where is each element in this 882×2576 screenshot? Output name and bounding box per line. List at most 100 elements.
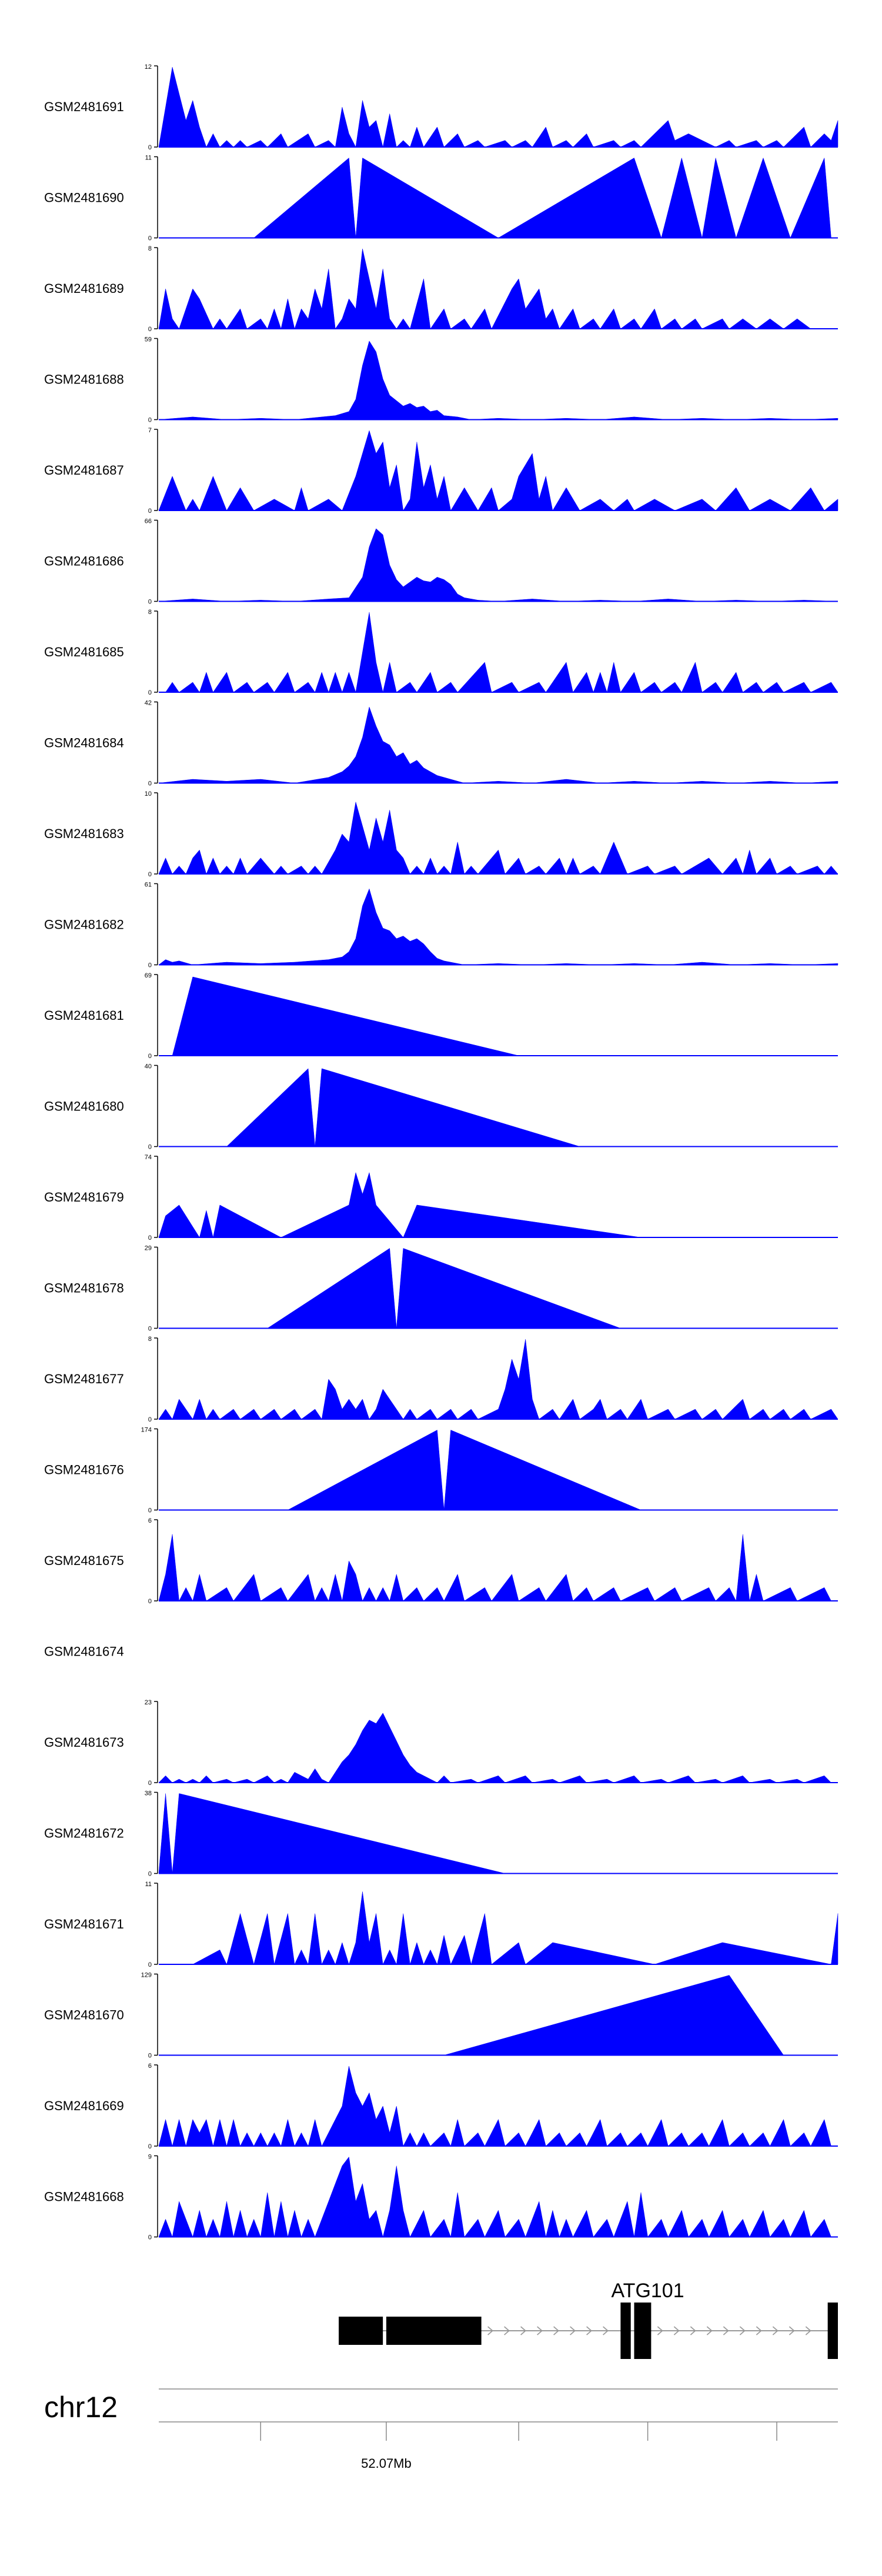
gene-track: ATG101 xyxy=(339,2280,838,2359)
track-GSM2481684: GSM2481684 42 0 xyxy=(44,700,838,788)
track-GSM2481671: GSM2481671 11 0 xyxy=(44,1881,838,1968)
track-GSM2481679: GSM2481679 74 0 xyxy=(44,1154,838,1242)
y-tick-label-zero: 0 xyxy=(148,1234,152,1242)
track-label: GSM2481690 xyxy=(44,191,124,205)
chromosome-label: chr12 xyxy=(44,2391,118,2424)
track-label: GSM2481673 xyxy=(44,1735,124,1750)
track-label: GSM2481691 xyxy=(44,99,124,114)
track-GSM2481688: GSM2481688 59 0 xyxy=(44,336,838,424)
coverage-area xyxy=(226,1068,580,1147)
intron-chevron xyxy=(772,2326,779,2335)
coverage-area xyxy=(158,2156,831,2238)
coverage-area xyxy=(158,430,838,511)
y-tick-label-max: 6 xyxy=(148,2063,152,2070)
track-GSM2481690: GSM2481690 11 0 xyxy=(44,155,838,242)
gene-exon xyxy=(386,2317,482,2345)
coverage-area xyxy=(158,1534,831,1601)
y-tick-label-zero: 0 xyxy=(148,780,152,788)
track-label: GSM2481671 xyxy=(44,1917,124,1931)
y-tick-label-max: 40 xyxy=(145,1063,152,1070)
coverage-area xyxy=(158,1793,506,1874)
y-tick-label-zero: 0 xyxy=(148,1144,152,1151)
track-GSM2481683: GSM2481683 10 0 xyxy=(44,790,838,878)
coverage-area xyxy=(158,2066,831,2147)
intron-chevron xyxy=(586,2326,592,2335)
track-label: GSM2481680 xyxy=(44,1099,124,1114)
coverage-tracks: GSM2481691120GSM2481690110GSM248168980GS… xyxy=(44,64,838,2241)
y-tick-label-max: 61 xyxy=(145,882,152,889)
y-tick-label-zero: 0 xyxy=(148,1053,152,1060)
y-tick-label-max: 8 xyxy=(148,1336,152,1343)
intron-chevron xyxy=(603,2326,609,2335)
y-tick-label-zero: 0 xyxy=(148,871,152,878)
gene-exon xyxy=(827,2303,838,2359)
y-tick-label-max: 66 xyxy=(145,518,152,525)
track-label: GSM2481672 xyxy=(44,1826,124,1841)
track-GSM2481685: GSM2481685 8 0 xyxy=(44,609,838,696)
track-GSM2481670: GSM2481670 129 0 xyxy=(44,1972,838,2060)
y-tick-label-zero: 0 xyxy=(148,2234,152,2241)
track-GSM2481672: GSM2481672 38 0 xyxy=(44,1790,838,1878)
track-label: GSM2481679 xyxy=(44,1190,124,1204)
track-label: GSM2481682 xyxy=(44,917,124,932)
track-label: GSM2481684 xyxy=(44,736,124,750)
track-GSM2481668: GSM2481668 9 0 xyxy=(44,2154,838,2241)
intron-chevron xyxy=(487,2326,493,2335)
y-tick-label-max: 6 xyxy=(148,1517,152,1524)
y-tick-label-max: 11 xyxy=(145,1881,152,1888)
intron-chevron xyxy=(706,2326,713,2335)
y-tick-label-max: 174 xyxy=(141,1427,152,1434)
intron-chevron xyxy=(690,2326,696,2335)
track-label: GSM2481685 xyxy=(44,645,124,659)
coverage-area xyxy=(158,802,838,875)
track-label: GSM2481689 xyxy=(44,281,124,296)
y-tick-label-zero: 0 xyxy=(148,2143,152,2150)
intron-chevron xyxy=(673,2326,680,2335)
coverage-area xyxy=(158,528,838,602)
coverage-area xyxy=(158,1713,832,1783)
track-label: GSM2481687 xyxy=(44,463,124,478)
axis-tick-label: 52.07Mb xyxy=(361,2456,412,2471)
y-tick-label-zero: 0 xyxy=(148,1326,152,1333)
track-GSM2481678: GSM2481678 29 0 xyxy=(44,1245,838,1333)
coverage-area xyxy=(444,1975,784,2056)
track-GSM2481674: GSM2481674 xyxy=(44,1644,124,1659)
y-tick-label-zero: 0 xyxy=(148,1598,152,1605)
y-tick-label-max: 8 xyxy=(148,245,152,252)
track-label: GSM2481677 xyxy=(44,1372,124,1386)
y-tick-label-max: 8 xyxy=(148,609,152,616)
track-label: GSM2481686 xyxy=(44,554,124,569)
coverage-area xyxy=(158,1339,838,1420)
y-tick-label-max: 129 xyxy=(141,1972,152,1979)
coverage-area xyxy=(158,706,838,783)
y-tick-label-zero: 0 xyxy=(148,1416,152,1423)
track-label: GSM2481675 xyxy=(44,1553,124,1568)
track-GSM2481675: GSM2481675 6 0 xyxy=(44,1517,838,1605)
track-GSM2481676: GSM2481676 174 0 xyxy=(44,1427,838,1514)
y-tick-label-max: 12 xyxy=(145,64,152,71)
track-GSM2481689: GSM2481689 8 0 xyxy=(44,245,838,333)
y-tick-label-zero: 0 xyxy=(148,326,152,333)
y-tick-label-zero: 0 xyxy=(148,689,152,696)
intron-chevron xyxy=(657,2326,663,2335)
gene-exon xyxy=(620,2303,631,2359)
track-label: GSM2481674 xyxy=(44,1644,124,1659)
gene-name-label: ATG101 xyxy=(612,2280,684,2302)
y-tick-label-zero: 0 xyxy=(148,417,152,424)
track-label: GSM2481670 xyxy=(44,2008,124,2023)
intron-chevron xyxy=(570,2326,576,2335)
y-tick-label-max: 11 xyxy=(145,155,152,162)
coverage-area xyxy=(158,66,838,148)
coverage-area xyxy=(158,341,838,420)
y-tick-label-zero: 0 xyxy=(148,235,152,242)
track-GSM2481682: GSM2481682 61 0 xyxy=(44,882,838,969)
intron-chevron xyxy=(805,2326,811,2335)
y-tick-label-zero: 0 xyxy=(148,599,152,606)
track-label: GSM2481683 xyxy=(44,826,124,841)
y-tick-label-zero: 0 xyxy=(148,1961,152,1968)
track-label: GSM2481681 xyxy=(44,1008,124,1023)
y-tick-label-zero: 0 xyxy=(148,1871,152,1878)
intron-chevron xyxy=(756,2326,762,2335)
track-GSM2481686: GSM2481686 66 0 xyxy=(44,518,838,606)
coverage-area xyxy=(158,1172,642,1238)
